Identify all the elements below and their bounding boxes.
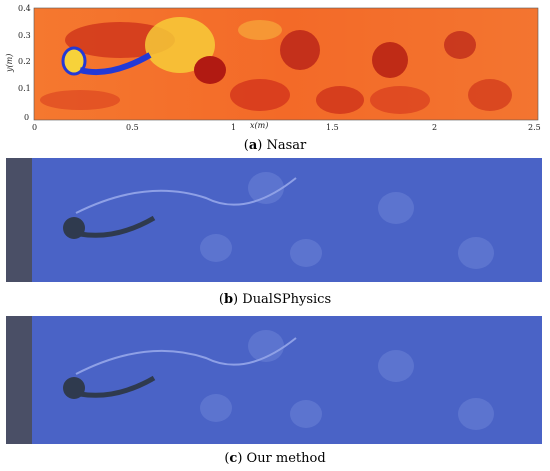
caption-a: (a) Nasar	[243, 138, 307, 153]
cylinder-with-flag	[63, 375, 156, 399]
x-tick-2.5: 2.5	[528, 123, 541, 132]
x-tick-0.5: 0.5	[126, 123, 139, 132]
nasar-contour-plot: 0.4 0.3 0.2 0.1 0 y(m) 0 0.5 1 x(m) 1.5 …	[5, 4, 541, 132]
inlet-wall	[6, 316, 32, 444]
x-tick-1.5: 1.5	[326, 123, 339, 132]
y-axis: 0.4 0.3 0.2 0.1 0 y(m)	[5, 4, 31, 122]
y-tick-0.2: 0.2	[18, 57, 31, 66]
x-tick-0: 0	[32, 123, 37, 132]
vortex-street	[200, 330, 494, 430]
fluid-domain	[6, 316, 542, 444]
vortex-street	[200, 172, 494, 269]
caption-c: (c) Our method	[224, 451, 326, 466]
x-axis-label: x(m)	[250, 121, 268, 130]
our-method-simulation	[6, 316, 542, 444]
shear-layer	[75, 337, 297, 375]
dualsphysics-simulation	[6, 158, 542, 282]
fluid-domain	[6, 158, 542, 282]
caption-b: (b) DualSPhysics	[218, 292, 332, 307]
x-tick-2: 2	[432, 123, 437, 132]
vortex-wake	[40, 17, 512, 114]
inlet-wall	[6, 158, 32, 282]
cylinder-with-flag	[61, 46, 152, 76]
y-tick-0.4: 0.4	[18, 4, 31, 13]
x-tick-1: 1	[231, 123, 236, 132]
shear-layer	[75, 177, 297, 214]
y-tick-0.1: 0.1	[18, 84, 31, 93]
y-tick-0.3: 0.3	[18, 31, 31, 40]
y-axis-label: y(m)	[5, 54, 14, 73]
x-axis: 0 0.5 1 x(m) 1.5 2 2.5	[32, 121, 541, 132]
y-tick-0: 0	[24, 113, 29, 122]
cylinder-with-flag	[63, 215, 156, 239]
